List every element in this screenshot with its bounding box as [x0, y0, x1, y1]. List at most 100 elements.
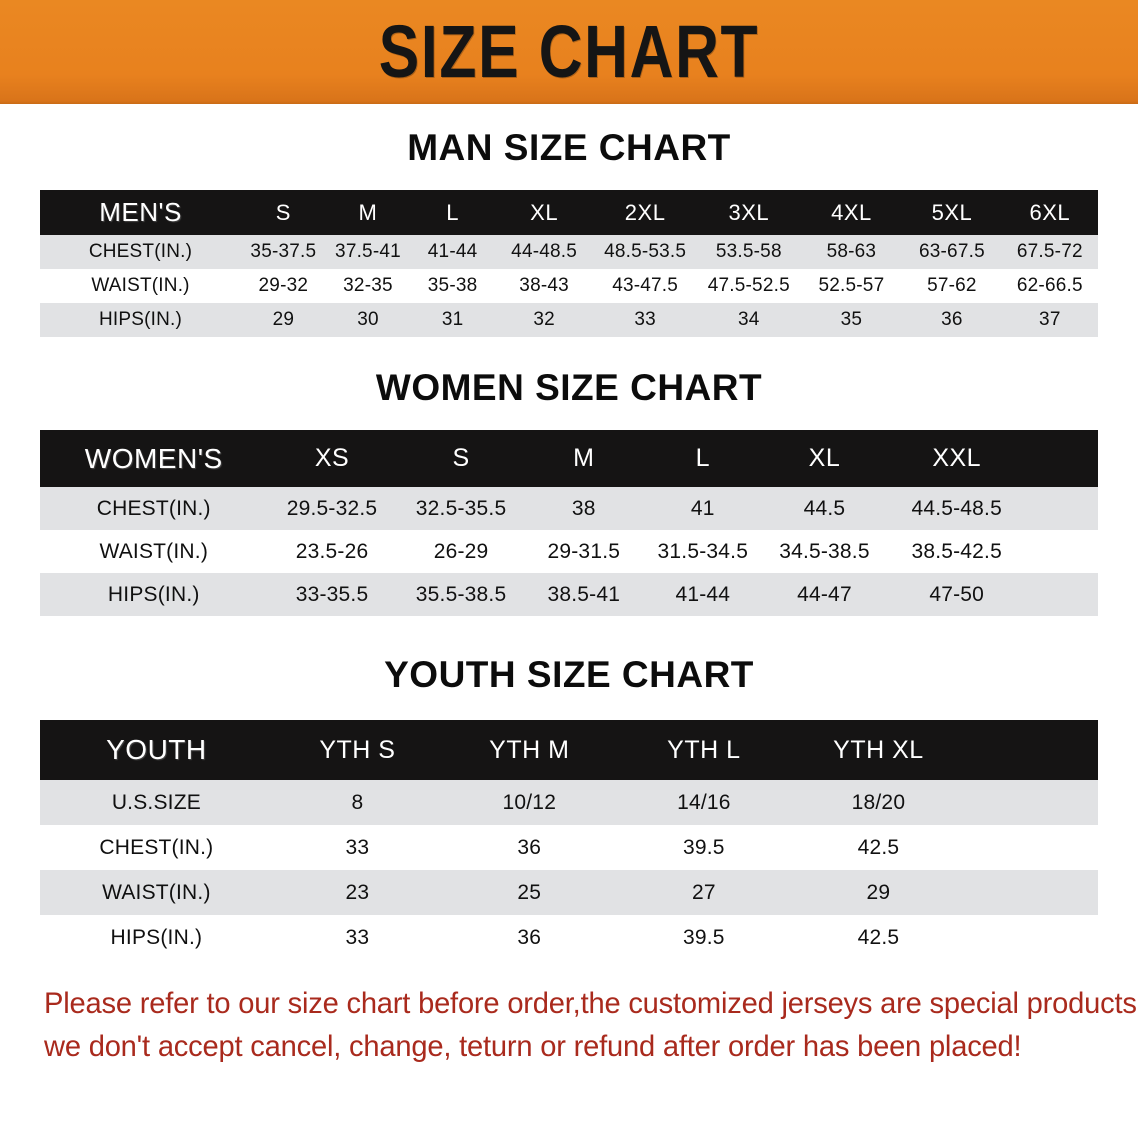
man-hips-5xl: 36 [902, 303, 1002, 337]
youth-ussize-s: 8 [272, 780, 443, 825]
youth-size-table: YOUTH YTH S YTH M YTH L YTH XL U.S.SIZE … [40, 720, 1098, 960]
women-hips-m: 38.5-41 [525, 573, 642, 616]
man-hips-m: 30 [325, 303, 411, 337]
youth-hips-spacer [965, 915, 1098, 960]
women-waist-xs: 23.5-26 [267, 530, 397, 573]
youth-size-col-s: YTH S [272, 720, 443, 780]
women-hips-spacer [1028, 573, 1098, 616]
youth-ussize-spacer [965, 780, 1098, 825]
youth-size-col-l: YTH L [616, 720, 792, 780]
women-hips-xl: 44-47 [763, 573, 886, 616]
man-waist-2xl: 43-47.5 [593, 269, 697, 303]
table-row: CHEST(IN.) 29.5-32.5 32.5-35.5 38 41 44.… [40, 487, 1098, 530]
youth-row-waist-label: WAIST(IN.) [40, 870, 273, 915]
women-chest-xs: 29.5-32.5 [267, 487, 397, 530]
table-row: HIPS(IN.) 33 36 39.5 42.5 [40, 915, 1098, 960]
women-waist-spacer [1028, 530, 1098, 573]
women-row-waist-label: WAIST(IN.) [40, 530, 268, 573]
man-table-header-row: MEN'S S M L XL 2XL 3XL 4XL 5XL 6XL [40, 190, 1098, 235]
man-chest-l: 41-44 [410, 235, 495, 269]
women-size-table: WOMEN'S XS S M L XL XXL CHEST(IN.) 29.5-… [40, 430, 1098, 616]
women-row-hips-label: HIPS(IN.) [40, 573, 268, 616]
women-hips-xs: 33-35.5 [267, 573, 397, 616]
man-row-hips-label: HIPS(IN.) [40, 303, 242, 337]
man-size-col-3xl: 3XL [696, 190, 801, 235]
women-waist-m: 29-31.5 [525, 530, 642, 573]
man-chest-2xl: 48.5-53.5 [593, 235, 697, 269]
women-table-header-row: WOMEN'S XS S M L XL XXL [40, 430, 1098, 487]
man-size-col-s: S [241, 190, 326, 235]
youth-hips-xl: 42.5 [791, 915, 966, 960]
disclaimer-line-2: we don't accept cancel, change, teturn o… [44, 1030, 1022, 1064]
youth-section-title: YOUTH SIZE CHART [384, 654, 754, 695]
youth-table-header-row: YOUTH YTH S YTH M YTH L YTH XL [40, 720, 1098, 780]
youth-waist-spacer [965, 870, 1098, 915]
table-row: HIPS(IN.) 33-35.5 35.5-38.5 38.5-41 41-4… [40, 573, 1098, 616]
women-hips-xxl: 47-50 [885, 573, 1029, 616]
youth-hips-m: 36 [442, 915, 617, 960]
youth-size-col-xl: YTH XL [791, 720, 966, 780]
women-size-col-l: L [641, 430, 764, 487]
man-row-waist-label: WAIST(IN.) [40, 269, 242, 303]
women-waist-xxl: 38.5-42.5 [885, 530, 1029, 573]
women-chest-spacer [1028, 487, 1098, 530]
youth-waist-xl: 29 [791, 870, 966, 915]
table-row: HIPS(IN.) 29 30 31 32 33 34 35 36 37 [40, 303, 1098, 337]
man-size-col-2xl: 2XL [593, 190, 697, 235]
man-chest-6xl: 67.5-72 [1001, 235, 1098, 269]
women-header-label: WOMEN'S [40, 430, 268, 487]
man-waist-3xl: 47.5-52.5 [696, 269, 801, 303]
youth-header-spacer [965, 720, 1098, 780]
man-chest-4xl: 58-63 [800, 235, 903, 269]
youth-row-hips-label: HIPS(IN.) [40, 915, 273, 960]
youth-table-wrapper: YOUTH YTH S YTH M YTH L YTH XL U.S.SIZE … [40, 720, 1098, 960]
man-waist-s: 29-32 [241, 269, 326, 303]
women-header-spacer [1028, 430, 1098, 487]
women-size-col-s: S [396, 430, 526, 487]
man-waist-4xl: 52.5-57 [800, 269, 903, 303]
man-hips-s: 29 [241, 303, 326, 337]
youth-chest-l: 39.5 [616, 825, 792, 870]
women-chest-xl: 44.5 [763, 487, 886, 530]
man-waist-m: 32-35 [325, 269, 411, 303]
page-banner: SIZE CHART [0, 0, 1138, 104]
disclaimer-text: Please refer to our size chart before or… [44, 982, 1138, 1068]
women-hips-s: 35.5-38.5 [396, 573, 526, 616]
man-size-col-4xl: 4XL [800, 190, 903, 235]
women-row-chest-label: CHEST(IN.) [40, 487, 268, 530]
man-size-col-l: L [410, 190, 495, 235]
man-waist-5xl: 57-62 [902, 269, 1002, 303]
man-size-table: MEN'S S M L XL 2XL 3XL 4XL 5XL 6XL CHEST… [40, 190, 1098, 337]
women-size-col-xs: XS [267, 430, 397, 487]
table-row: WAIST(IN.) 23 25 27 29 [40, 870, 1098, 915]
man-size-col-6xl: 6XL [1001, 190, 1098, 235]
youth-size-col-m: YTH M [442, 720, 617, 780]
table-row: CHEST(IN.) 33 36 39.5 42.5 [40, 825, 1098, 870]
youth-row-ussize-label: U.S.SIZE [40, 780, 273, 825]
women-waist-xl: 34.5-38.5 [763, 530, 886, 573]
youth-chest-xl: 42.5 [791, 825, 966, 870]
man-size-col-5xl: 5XL [902, 190, 1002, 235]
man-chest-3xl: 53.5-58 [696, 235, 801, 269]
youth-chest-m: 36 [442, 825, 617, 870]
women-chest-xxl: 44.5-48.5 [885, 487, 1029, 530]
youth-row-chest-label: CHEST(IN.) [40, 825, 273, 870]
table-row: WAIST(IN.) 23.5-26 26-29 29-31.5 31.5-34… [40, 530, 1098, 573]
man-table-wrapper: MEN'S S M L XL 2XL 3XL 4XL 5XL 6XL CHEST… [40, 190, 1098, 337]
man-row-chest-label: CHEST(IN.) [40, 235, 242, 269]
women-table-wrapper: WOMEN'S XS S M L XL XXL CHEST(IN.) 29.5-… [40, 430, 1098, 616]
man-chest-s: 35-37.5 [241, 235, 326, 269]
disclaimer-line-1: Please refer to our size chart before or… [44, 987, 1138, 1020]
youth-chest-spacer [965, 825, 1098, 870]
man-waist-xl: 38-43 [494, 269, 594, 303]
women-waist-s: 26-29 [396, 530, 526, 573]
man-waist-l: 35-38 [410, 269, 495, 303]
page-title: SIZE CHART [378, 10, 760, 93]
man-chest-m: 37.5-41 [325, 235, 411, 269]
youth-waist-m: 25 [442, 870, 617, 915]
women-chest-l: 41 [641, 487, 764, 530]
table-row: U.S.SIZE 8 10/12 14/16 18/20 [40, 780, 1098, 825]
man-chest-xl: 44-48.5 [494, 235, 594, 269]
man-waist-6xl: 62-66.5 [1001, 269, 1098, 303]
man-hips-2xl: 33 [593, 303, 697, 337]
